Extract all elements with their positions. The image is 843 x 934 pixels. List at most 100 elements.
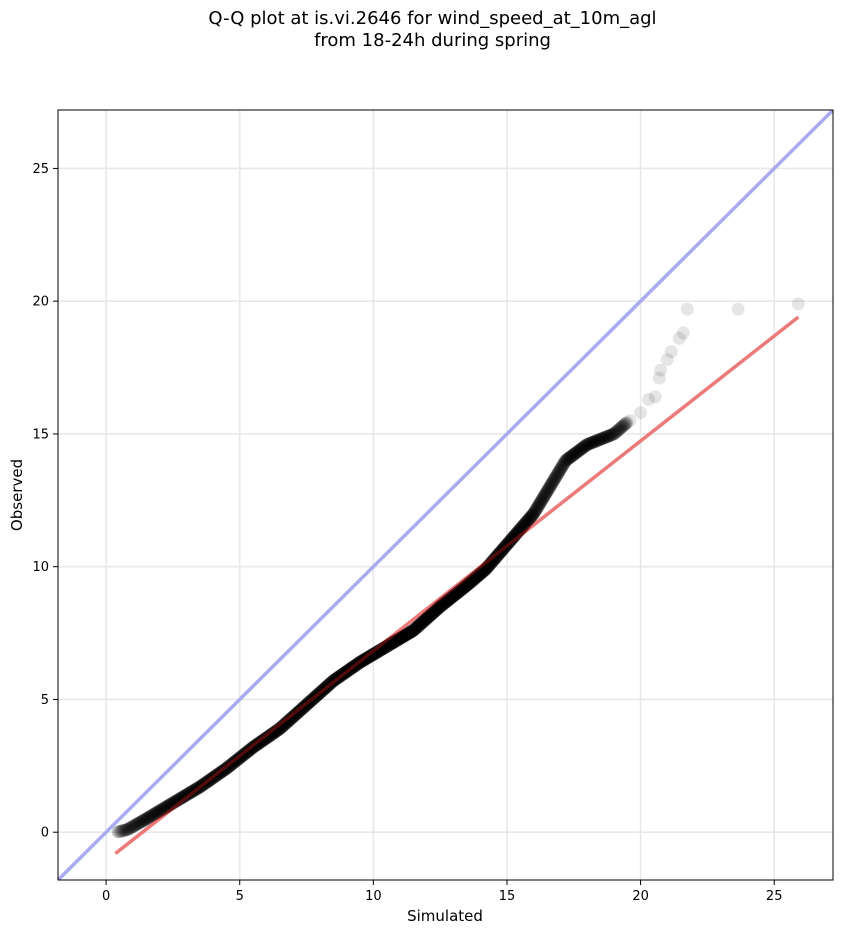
- data-point: [228, 755, 242, 769]
- data-point: [319, 681, 333, 695]
- data-point: [160, 799, 174, 813]
- data-point: [550, 468, 564, 482]
- data-point: [271, 723, 285, 737]
- data-point: [423, 609, 437, 623]
- data-point: [468, 571, 482, 585]
- data-point: [441, 593, 455, 607]
- data-point: [547, 473, 561, 487]
- data-point: [385, 636, 399, 650]
- data-point: [226, 756, 240, 770]
- data-point: [228, 754, 242, 768]
- data-point: [413, 617, 427, 631]
- data-point: [597, 431, 611, 445]
- data-point: [557, 456, 571, 470]
- chart-title-line-1: Q-Q plot at is.vi.2646 for wind_speed_at…: [208, 8, 657, 29]
- data-point: [523, 511, 537, 525]
- data-point: [496, 543, 510, 557]
- x-axis-ticks: 0 5 10 15 20 25: [102, 880, 783, 904]
- data-point: [254, 735, 268, 749]
- data-point: [599, 430, 613, 444]
- data-point: [480, 561, 494, 575]
- data-point: [478, 563, 492, 577]
- data-point: [548, 472, 562, 486]
- data-point: [147, 807, 161, 821]
- data-point: [518, 517, 532, 531]
- data-point: [337, 667, 351, 681]
- data-point: [384, 637, 398, 651]
- data-point: [242, 743, 256, 757]
- data-point: [414, 617, 428, 631]
- data-point: [414, 616, 428, 630]
- data-point: [245, 741, 259, 755]
- data-point: [360, 651, 374, 665]
- data-point: [501, 537, 515, 551]
- data-point: [481, 559, 495, 573]
- data-point: [295, 702, 309, 716]
- data-point: [193, 780, 207, 794]
- data-point: [121, 822, 135, 836]
- data-point: [386, 636, 400, 650]
- data-point: [352, 656, 366, 670]
- data-point: [164, 797, 178, 811]
- data-point: [461, 577, 475, 591]
- data-point: [475, 565, 489, 579]
- data-point: [612, 423, 626, 437]
- x-tick-label: 25: [766, 889, 783, 904]
- data-point: [439, 595, 453, 609]
- data-point: [582, 437, 596, 451]
- data-point: [381, 638, 395, 652]
- data-point: [256, 733, 270, 747]
- data-point: [408, 622, 422, 636]
- data-point: [189, 782, 203, 796]
- data-point: [527, 506, 541, 520]
- data-point: [267, 726, 281, 740]
- data-point: [508, 528, 522, 542]
- data-point: [253, 735, 267, 749]
- data-point: [453, 584, 467, 598]
- y-tick-label: 10: [32, 560, 49, 575]
- data-point: [506, 531, 520, 545]
- data-point: [567, 448, 581, 462]
- data-point: [522, 512, 536, 526]
- data-point: [581, 437, 595, 451]
- data-point: [558, 454, 572, 468]
- data-point: [343, 662, 357, 676]
- data-point: [578, 439, 592, 453]
- data-point: [450, 586, 464, 600]
- data-point: [441, 593, 455, 607]
- data-point: [529, 503, 543, 517]
- data-point: [524, 510, 538, 524]
- data-point: [184, 785, 198, 799]
- data-point: [415, 616, 429, 630]
- data-point: [243, 742, 257, 756]
- data-point: [562, 451, 576, 465]
- x-axis-label: Simulated: [407, 907, 483, 925]
- data-point: [137, 813, 151, 827]
- data-point: [171, 793, 185, 807]
- data-point: [504, 533, 518, 547]
- data-point: [474, 566, 488, 580]
- data-point: [521, 513, 535, 527]
- data-point: [247, 740, 261, 754]
- data-point: [609, 425, 623, 439]
- data-point: [335, 668, 349, 682]
- points-layer: [111, 297, 805, 855]
- data-point: [566, 448, 580, 462]
- data-point: [313, 686, 327, 700]
- data-point: [275, 720, 289, 734]
- data-point: [165, 797, 179, 811]
- data-point: [517, 517, 531, 531]
- data-point: [201, 774, 215, 788]
- data-point: [363, 649, 377, 663]
- data-point: [212, 767, 226, 781]
- data-point: [520, 514, 534, 528]
- data-point: [246, 740, 260, 754]
- data-point: [574, 442, 588, 456]
- data-point: [573, 443, 587, 457]
- data-point: [187, 783, 201, 797]
- data-point: [428, 604, 442, 618]
- data-point: [466, 573, 480, 587]
- data-point: [462, 576, 476, 590]
- data-point: [373, 643, 387, 657]
- data-point: [432, 601, 446, 615]
